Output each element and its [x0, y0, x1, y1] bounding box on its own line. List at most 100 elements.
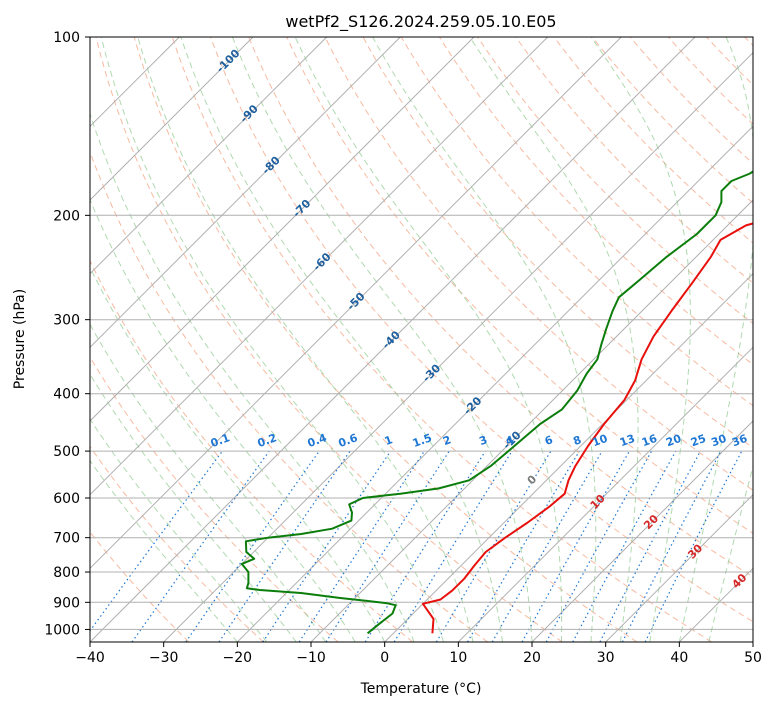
- y-axis-label: Pressure (hPa): [12, 289, 28, 389]
- chart-title: wetPf2_S126.2024.259.05.10.E05: [285, 12, 556, 32]
- dry-adiabat-line: [90, 356, 339, 642]
- dry-adiabat-line: [744, 37, 753, 47]
- moist-adiabats: [90, 37, 753, 642]
- moist-adiabat-line: [90, 418, 268, 642]
- mixing-ratio-label: 36: [730, 432, 749, 450]
- x-tick-label: 30: [597, 650, 615, 666]
- mixing-ratio-line: [298, 450, 425, 642]
- dry-adiabat-line: [324, 37, 753, 491]
- dry-adiabat-line: [171, 37, 712, 642]
- x-axis-ticks: −40 −30 −20 −10 0 10 20 30 40 50: [75, 642, 762, 666]
- mixing-ratio-line: [325, 450, 450, 642]
- mixing-ratio-line: [218, 450, 351, 642]
- mixing-ratio-label: 0.6: [337, 431, 360, 450]
- mixing-ratio-line: [131, 450, 270, 642]
- isotherm-line: [531, 420, 753, 642]
- dry-adiabat-line: [515, 37, 753, 284]
- mixing-ratio-line: [90, 450, 223, 632]
- mixing-ratio-label: 20: [664, 432, 683, 450]
- y-tick-label: 700: [53, 531, 80, 547]
- y-tick-label: 100: [53, 30, 80, 46]
- x-tick-label: 50: [744, 650, 762, 666]
- moist-adiabat-line: [590, 37, 691, 642]
- moist-adiabat-line: [469, 37, 639, 642]
- dry-adiabat-line: [668, 37, 753, 125]
- moist-adiabat-line: [294, 37, 563, 642]
- isotherm-line: [90, 37, 549, 496]
- moist-adiabat-label: 0: [525, 472, 540, 487]
- profile-series: [240, 170, 753, 635]
- reference-curve-line: [0, 37, 58, 642]
- x-tick-label: 20: [523, 650, 541, 666]
- isotherm-line: [605, 493, 753, 642]
- mixing-ratio-label: 6: [543, 433, 555, 448]
- isotherm-line: [90, 37, 475, 422]
- dry-adiabat-line: [706, 37, 753, 86]
- isotherm-line: [236, 125, 753, 642]
- mixing-ratio-label: 1: [383, 433, 395, 448]
- mixing-ratio-label: 8: [571, 433, 583, 448]
- mixing-ratio-line: [364, 450, 486, 642]
- y-tick-label: 400: [53, 387, 80, 403]
- isotherm-line: [163, 51, 753, 642]
- mixing-ratio-line: [435, 450, 552, 642]
- temperature-line: [421, 222, 753, 634]
- mixing-ratio-label: 1.5: [411, 431, 434, 450]
- dewpoint-line: [240, 170, 753, 635]
- y-tick-label: 600: [53, 491, 80, 507]
- mixing-ratio-line: [521, 450, 631, 642]
- mixing-ratio-label: 16: [640, 432, 659, 450]
- dry-adiabat-line: [95, 37, 563, 642]
- x-tick-label: 0: [380, 650, 389, 666]
- moist-adiabat-line: [708, 464, 753, 642]
- plot-area: -100-90-80-70-60-50-40-30-20-100.1 0.2 0.4…: [0, 37, 753, 642]
- moist-adiabat-line: [90, 112, 415, 642]
- dry-adiabat-line: [248, 37, 753, 578]
- isotherm-line: [90, 37, 328, 275]
- x-tick-label: −10: [296, 650, 326, 666]
- plot-frame: [89, 36, 754, 643]
- mixing-ratio-label: 10: [591, 432, 610, 450]
- mixing-ratio-label: 0.4: [306, 431, 329, 450]
- moist-adiabat-line: [100, 37, 445, 642]
- mixing-ratio-label: 2: [441, 433, 453, 448]
- dry-adiabat-line: [629, 37, 753, 165]
- x-tick-label: −40: [75, 650, 105, 666]
- x-tick-label: 40: [670, 650, 688, 666]
- dry-adiabat-line: [90, 150, 488, 642]
- dry-adiabat-line: [438, 37, 753, 365]
- dry-adiabat-line: [90, 259, 414, 642]
- y-tick-label: 800: [53, 565, 80, 581]
- moist-adiabat-line: [90, 323, 327, 642]
- mixing-ratio-label: 0.1: [209, 431, 232, 450]
- mixing-ratio-label: 13: [618, 432, 637, 449]
- dry-adiabat-line: [477, 37, 753, 325]
- isotherm-line: [310, 199, 753, 642]
- moist-adiabat-line: [231, 37, 533, 642]
- mixing-ratio-lines: [90, 450, 743, 642]
- mixing-ratio-label: 25: [689, 432, 708, 449]
- mixing-ratio-label: 4: [504, 433, 516, 448]
- mixing-ratio-line: [262, 450, 392, 642]
- mixing-ratio-line: [545, 450, 653, 642]
- y-tick-label: 1000: [44, 622, 80, 638]
- moist-adiabat-line: [678, 37, 753, 642]
- dry-adiabat-line: [400, 37, 753, 407]
- mixing-ratio-label: 30: [709, 432, 728, 450]
- moist-adiabat-line: [90, 459, 238, 642]
- isotherm-line: [90, 37, 622, 570]
- moist-adiabat-line: [90, 266, 356, 642]
- y-tick-label: 200: [53, 208, 80, 224]
- isotherm-line: [384, 272, 753, 642]
- isotherm-line: [752, 641, 753, 642]
- mixing-ratio-line: [599, 450, 702, 642]
- isotherms: [90, 37, 753, 642]
- y-tick-label: 500: [53, 444, 80, 460]
- x-tick-label: −30: [149, 650, 179, 666]
- moist-adiabat-line: [137, 37, 474, 642]
- dry-adiabat-line: [90, 531, 190, 642]
- moist-adiabat-line: [372, 37, 597, 642]
- dry-adiabat-line: [90, 445, 264, 642]
- moist-adiabat-line: [180, 37, 503, 642]
